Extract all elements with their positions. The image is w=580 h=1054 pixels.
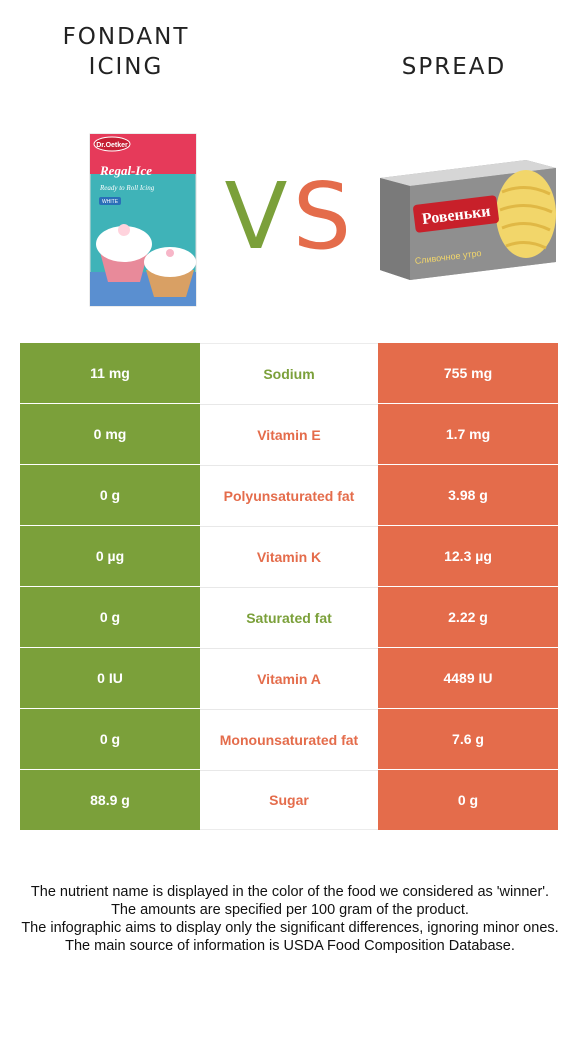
nutrient-name-cell: Sodium (200, 343, 378, 403)
footnote-line-4: The main source of information is USDA F… (65, 938, 515, 954)
nutrient-name-cell: Saturated fat (200, 587, 378, 647)
right-value-cell: 4489 IU (378, 648, 558, 708)
right-value-cell: 12.3 µg (378, 526, 558, 586)
table-row: 88.9 g Sugar 0 g (20, 770, 558, 831)
nutrient-name-cell: Vitamin E (200, 404, 378, 464)
table-row: 0 mg Vitamin E 1.7 mg (20, 404, 558, 465)
right-value-cell: 3.98 g (378, 465, 558, 525)
left-value-cell: 0 mg (20, 404, 200, 464)
table-row: 0 IU Vitamin A 4489 IU (20, 648, 558, 709)
left-value-cell: 11 mg (20, 343, 200, 403)
footnote-line-3: The infographic aims to display only the… (21, 920, 559, 936)
left-food-title-line-1: FONDANT (62, 24, 190, 50)
right-value-cell: 1.7 mg (378, 404, 558, 464)
vs-letter-v: V (225, 168, 288, 258)
nutrient-name-cell: Monounsaturated fat (200, 709, 378, 769)
table-row: 0 g Polyunsaturated fat 3.98 g (20, 465, 558, 526)
left-food-title-line-2: ICING (88, 54, 164, 80)
right-food-title-line-1: SPREAD (401, 54, 507, 80)
left-value-cell: 0 µg (20, 526, 200, 586)
vs-letter-s: S (293, 168, 351, 258)
footnote: The nutrient name is displayed in the co… (20, 883, 560, 955)
left-value-cell: 0 IU (20, 648, 200, 708)
package-product: Regal-Ice (99, 163, 152, 178)
nutrient-name-cell: Vitamin A (200, 648, 378, 708)
right-food-title: SPREAD (348, 52, 560, 82)
left-value-cell: 0 g (20, 587, 200, 647)
table-row: 11 mg Sodium 755 mg (20, 343, 558, 404)
versus-mark: V S (225, 168, 352, 258)
right-value-cell: 0 g (378, 770, 558, 830)
table-row: 0 µg Vitamin K 12.3 µg (20, 526, 558, 587)
nutrient-name-cell: Sugar (200, 770, 378, 830)
package-brand: Dr.Oetker (96, 142, 128, 149)
footnote-line-1: The nutrient name is displayed in the co… (30, 884, 550, 900)
nutrient-name-cell: Vitamin K (200, 526, 378, 586)
table-row: 0 g Saturated fat 2.22 g (20, 587, 558, 648)
left-food-title: FONDANT ICING (20, 22, 232, 82)
right-value-cell: 7.6 g (378, 709, 558, 769)
nutrient-name-cell: Polyunsaturated fat (200, 465, 378, 525)
fondant-icing-product-image: Dr.Oetker Regal-Ice Ready to Roll Icing … (89, 133, 197, 307)
package-variant: WHITE (102, 199, 119, 205)
footnote-line-2: The amounts are specified per 100 gram o… (111, 902, 469, 918)
left-value-cell: 0 g (20, 709, 200, 769)
left-value-cell: 0 g (20, 465, 200, 525)
right-value-cell: 2.22 g (378, 587, 558, 647)
left-value-cell: 88.9 g (20, 770, 200, 830)
right-value-cell: 755 mg (378, 343, 558, 403)
spread-product-image: Ровеньки Сливочное утро (380, 160, 556, 280)
package-tagline: Ready to Roll Icing (99, 184, 155, 192)
table-row: 0 g Monounsaturated fat 7.6 g (20, 709, 558, 770)
